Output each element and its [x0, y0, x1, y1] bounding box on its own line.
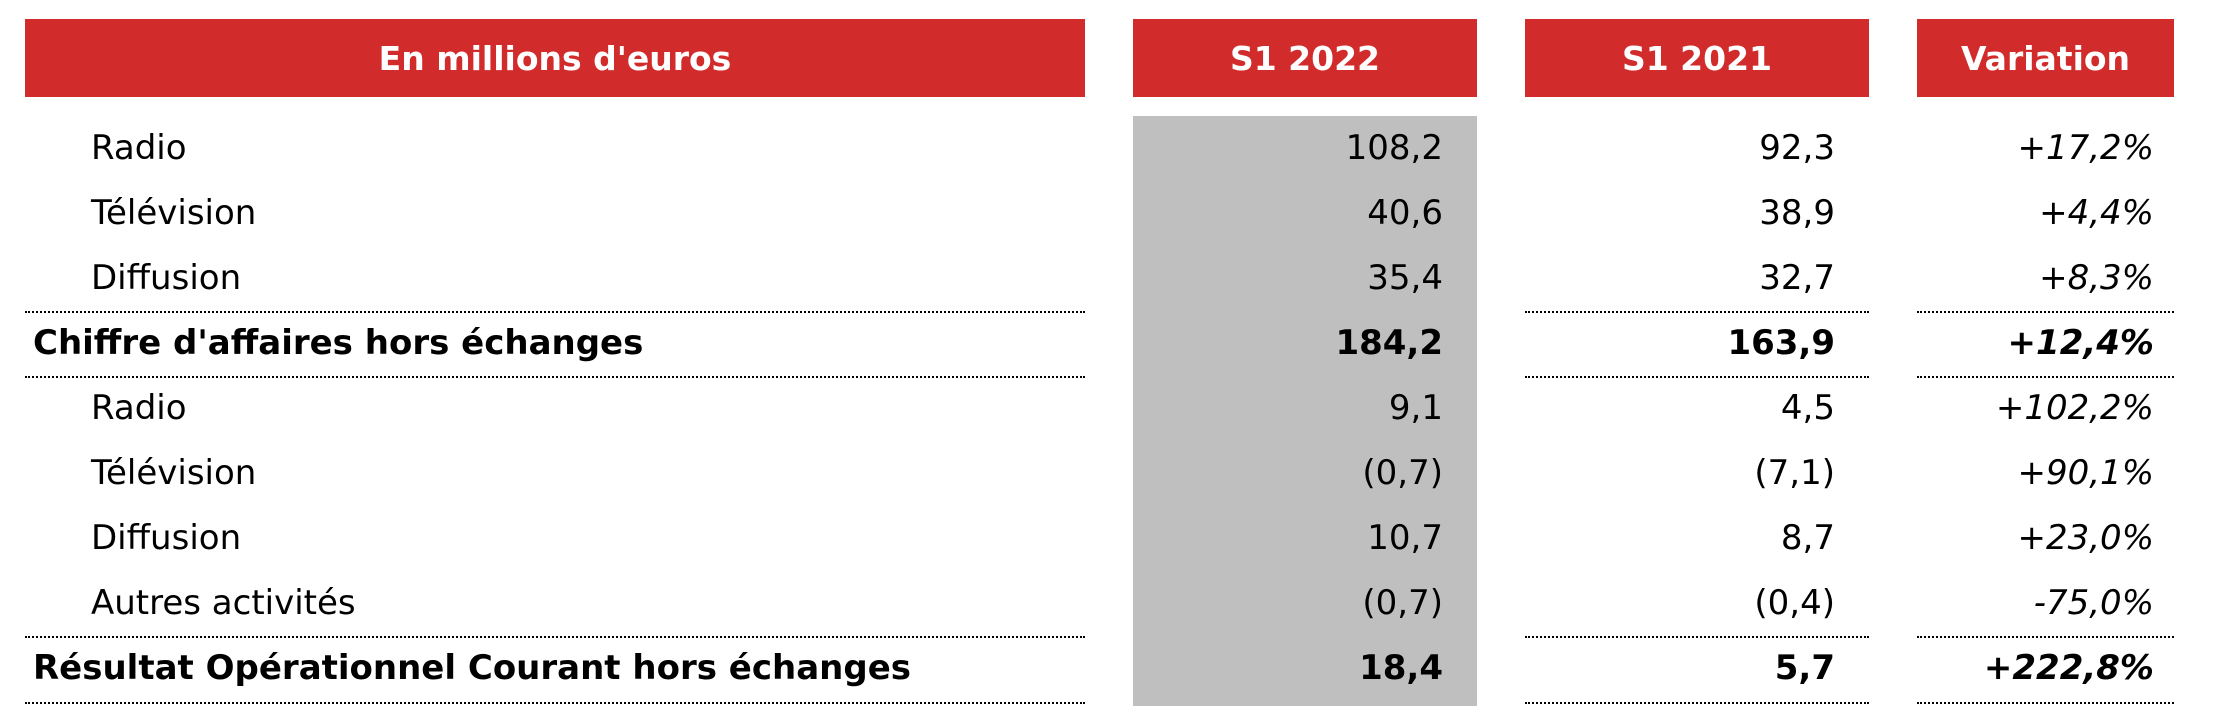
value-s1-2021: 32,7 [1759, 258, 1835, 298]
value-s1-2021: 5,7 [1774, 648, 1835, 688]
divider [1917, 376, 2174, 378]
value-variation: +222,8% [1983, 648, 2154, 688]
table-row: Diffusion 10,7 8,7 +23,0% [0, 506, 2216, 571]
divider [1525, 376, 1869, 378]
row-label: Télévision [91, 193, 257, 233]
row-label: Télévision [91, 453, 257, 493]
value-variation: +23,0% [2017, 518, 2155, 558]
value-variation: +17,2% [2017, 128, 2155, 168]
divider [1917, 311, 2174, 313]
value-s1-2021: 4,5 [1780, 388, 1835, 428]
value-s1-2022: 18,4 [1359, 648, 1443, 688]
value-s1-2021: (7,1) [1754, 453, 1835, 493]
row-label: Diffusion [91, 518, 242, 558]
value-variation: +102,2% [1995, 388, 2154, 428]
divider [1525, 702, 1869, 704]
divider [25, 636, 1085, 638]
table-row: Radio 9,1 4,5 +102,2% [0, 376, 2216, 441]
row-label: Résultat Opérationnel Courant hors échan… [33, 648, 911, 688]
value-s1-2022: (0,7) [1362, 453, 1443, 493]
row-label: Radio [91, 388, 187, 428]
value-variation: +12,4% [2007, 323, 2154, 363]
value-s1-2022: 108,2 [1345, 128, 1443, 168]
divider [1525, 311, 1869, 313]
value-s1-2021: 163,9 [1727, 323, 1835, 363]
value-s1-2022: 40,6 [1367, 193, 1443, 233]
value-variation: +8,3% [2039, 258, 2154, 298]
table-row: Télévision (0,7) (7,1) +90,1% [0, 441, 2216, 506]
header-variation: Variation [1917, 19, 2174, 97]
row-label: Chiffre d'affaires hors échanges [33, 323, 644, 363]
value-variation: +4,4% [2039, 193, 2154, 233]
s1-2022-column-highlight [1133, 116, 1477, 706]
header-s1-2021: S1 2021 [1525, 19, 1869, 97]
divider [1917, 702, 2174, 704]
value-s1-2022: 184,2 [1335, 323, 1443, 363]
value-s1-2022: 10,7 [1367, 518, 1443, 558]
row-label: Radio [91, 128, 187, 168]
table-row-total-revenue: Chiffre d'affaires hors échanges 184,2 1… [0, 311, 2216, 376]
value-s1-2021: 38,9 [1759, 193, 1835, 233]
table-row: Télévision 40,6 38,9 +4,4% [0, 181, 2216, 246]
table-row: Autres activités (0,7) (0,4) -75,0% [0, 571, 2216, 636]
divider [25, 702, 1085, 704]
table-row: Radio 108,2 92,3 +17,2% [0, 116, 2216, 181]
value-variation: +90,1% [2017, 453, 2155, 493]
value-s1-2022: 9,1 [1388, 388, 1443, 428]
value-s1-2021: 92,3 [1759, 128, 1835, 168]
row-label: Autres activités [91, 583, 356, 623]
table-row: Diffusion 35,4 32,7 +8,3% [0, 246, 2216, 311]
divider [1917, 636, 2174, 638]
table-row-total-operating-result: Résultat Opérationnel Courant hors échan… [0, 636, 2216, 701]
value-s1-2021: 8,7 [1780, 518, 1835, 558]
value-s1-2021: (0,4) [1754, 583, 1835, 623]
divider [25, 376, 1085, 378]
value-s1-2022: (0,7) [1362, 583, 1443, 623]
header-label-column: En millions d'euros [25, 19, 1085, 97]
value-s1-2022: 35,4 [1367, 258, 1443, 298]
divider [25, 311, 1085, 313]
header-s1-2022: S1 2022 [1133, 19, 1477, 97]
divider [1525, 636, 1869, 638]
value-variation: -75,0% [2033, 583, 2154, 623]
row-label: Diffusion [91, 258, 242, 298]
